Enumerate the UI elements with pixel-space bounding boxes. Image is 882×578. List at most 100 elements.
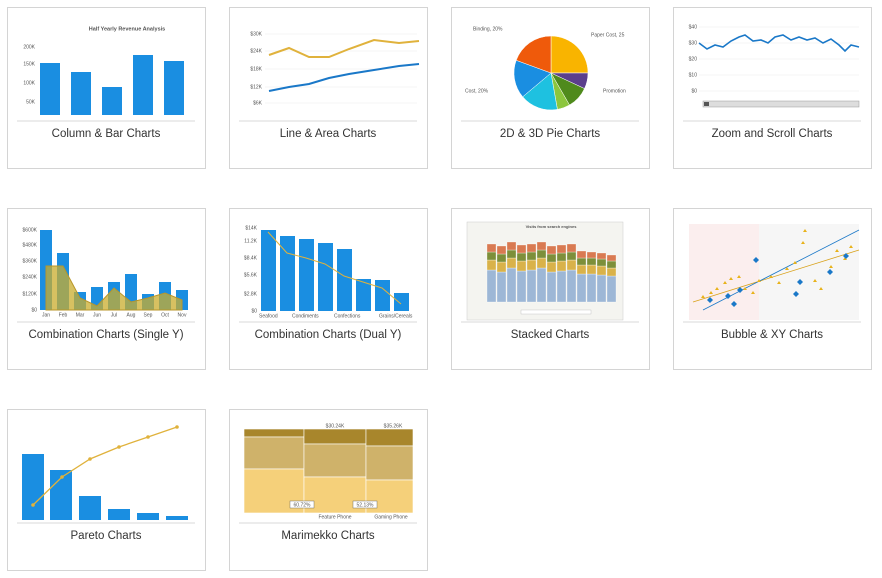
thumb-title: Half Yearly Revenue Analysis xyxy=(89,26,165,32)
thumb-points xyxy=(701,229,853,298)
thumb-tick: $240K xyxy=(23,274,38,280)
thumb-bg xyxy=(689,224,759,320)
thumb-tick: $600K xyxy=(23,227,38,233)
card[interactable]: Pareto Charts xyxy=(7,409,206,571)
thumb-tick: Mar xyxy=(76,312,85,318)
thumb-tick: $0 xyxy=(251,308,257,314)
card[interactable]: Visits from search engines Stacked Chart… xyxy=(451,208,650,370)
card[interactable]: Binding, 20% Paper Cost, 25 Promotion Co… xyxy=(451,7,650,169)
thumb-area xyxy=(45,265,183,311)
caption[interactable]: Zoom and Scroll Charts xyxy=(712,128,833,140)
thumb-bars xyxy=(261,230,409,311)
card-frame xyxy=(673,7,872,169)
pie-label: Paper Cost, 25 xyxy=(591,32,625,38)
card-frame xyxy=(229,7,428,169)
thumb-tick: Feb xyxy=(59,312,68,318)
label-box xyxy=(289,500,315,509)
thumb-label: $35.26K xyxy=(384,423,403,429)
scroll-button[interactable] xyxy=(704,102,709,106)
thumb-tick: Nov xyxy=(178,312,187,318)
thumb-blocks xyxy=(243,428,414,514)
thumb-tick: $30 xyxy=(689,40,698,46)
thumb-tick: 200K xyxy=(23,44,35,50)
thumb-tick: 150K xyxy=(23,61,35,67)
thumb-line xyxy=(698,34,860,53)
thumb-bars xyxy=(40,55,184,115)
thumb-tick: $12K xyxy=(250,84,262,90)
thumb-line xyxy=(268,63,420,92)
card[interactable]: $40 $30 $20 $10 $0 Zoom and Scroll Chart… xyxy=(673,7,872,169)
thumb-tick: Seafood xyxy=(259,313,278,319)
caption[interactable]: Combination Charts (Single Y) xyxy=(28,329,183,341)
card[interactable]: Bubble & XY Charts xyxy=(673,208,872,370)
caption[interactable]: Stacked Charts xyxy=(511,329,590,341)
pie-label: Promotion xyxy=(603,88,626,94)
thumb-pie xyxy=(513,35,589,111)
thumb-bg xyxy=(759,224,859,320)
thumb-legend xyxy=(520,309,592,315)
thumb-tick: Jul xyxy=(111,312,117,318)
thumb-tick: $30K xyxy=(250,31,262,37)
thumb-tick: $2.8K xyxy=(244,291,258,297)
thumb-tick: $360K xyxy=(23,258,38,264)
thumb-tick: Grains/Cereals xyxy=(379,313,413,319)
thumb-tick: Confections xyxy=(334,313,361,319)
thumb-tick: $480K xyxy=(23,242,38,248)
caption[interactable]: Pareto Charts xyxy=(71,530,142,542)
card[interactable]: Half Yearly Revenue Analysis 200K 150K 1… xyxy=(7,7,206,169)
thumb-tick: $24K xyxy=(250,48,262,54)
card[interactable]: $30.24K $35.26K 60.72% 52.13% Feature Ph… xyxy=(229,409,428,571)
card[interactable]: $30K $24K $18K $12K $6K Line & Area Char… xyxy=(229,7,428,169)
thumb-tick: 100K xyxy=(23,80,35,86)
label-box xyxy=(352,500,378,509)
thumb-label: Gaming Phone xyxy=(374,514,408,520)
thumb-tick: $10 xyxy=(689,72,698,78)
caption[interactable]: Column & Bar Charts xyxy=(52,128,161,140)
thumb-stacks xyxy=(486,241,617,303)
thumb-tick: 50K xyxy=(26,99,36,105)
thumb-title: Visits from search engines xyxy=(526,224,578,229)
thumb-label: 52.13% xyxy=(357,502,375,508)
thumb-tick: 11.2K xyxy=(244,238,257,244)
thumb-tick: Oct xyxy=(161,312,169,318)
thumb-tick: Aug xyxy=(127,312,136,318)
thumb-tick: $20 xyxy=(689,56,698,62)
thumb-line xyxy=(268,38,420,58)
thumb-points xyxy=(31,425,179,507)
thumb-grid xyxy=(699,26,859,92)
thumb-label: Feature Phone xyxy=(318,514,351,520)
thumb-tick: $0 xyxy=(691,88,697,94)
thumb-tick: Jun xyxy=(93,312,101,318)
thumb-points xyxy=(707,253,849,307)
pie-label: Binding, 20% xyxy=(473,26,503,32)
thumb-tick: $14K xyxy=(245,225,257,231)
thumb-x-labels: Jan Feb Mar Jun Jul Aug Sep Oct Nov xyxy=(42,312,187,318)
thumb-label: $30.24K xyxy=(326,423,345,429)
thumb-tick: Sep xyxy=(144,312,153,318)
thumb-tick: $18K xyxy=(250,66,262,72)
card[interactable]: $14K 11.2K $8.4K $5.6K $2.8K $0 Seafood … xyxy=(229,208,428,370)
thumb-line xyxy=(267,231,402,305)
card-frame xyxy=(7,208,206,370)
thumb-tick: Condiments xyxy=(292,313,319,319)
caption[interactable]: Combination Charts (Dual Y) xyxy=(255,329,402,341)
caption[interactable]: Line & Area Charts xyxy=(280,128,377,140)
scrollbar[interactable] xyxy=(702,100,860,108)
thumb-tick: $8.4K xyxy=(244,255,258,261)
thumb-tick: $40 xyxy=(689,24,698,30)
trend-line xyxy=(692,249,860,303)
thumb-tick: $6K xyxy=(253,100,263,106)
thumb-tick: $0 xyxy=(31,307,37,313)
thumb-label: 60.72% xyxy=(294,502,312,508)
thumb-tick: Jan xyxy=(42,312,50,318)
pie-label: Cost, 20% xyxy=(465,88,489,94)
thumb-line xyxy=(32,426,178,506)
thumb-tick: $5.6K xyxy=(244,272,258,278)
caption[interactable]: Bubble & XY Charts xyxy=(721,329,823,341)
thumb-tick: $120K xyxy=(23,291,38,297)
caption[interactable]: 2D & 3D Pie Charts xyxy=(500,128,601,140)
caption[interactable]: Marimekko Charts xyxy=(281,530,375,542)
card[interactable]: $600K $480K $360K $240K $120K $0 Jan Feb… xyxy=(7,208,206,370)
